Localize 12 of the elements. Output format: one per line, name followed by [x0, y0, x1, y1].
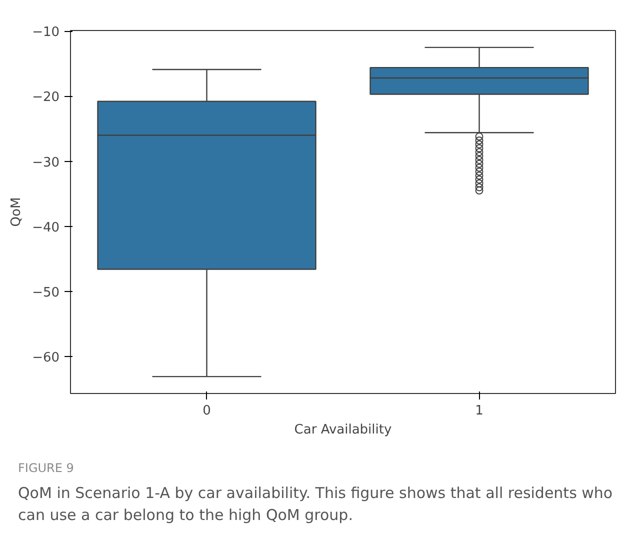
- x-tick-label: 1: [475, 404, 484, 418]
- y-axis-title: QoM: [9, 197, 24, 227]
- y-tick-label: −20: [32, 90, 60, 106]
- text: QoM in Scenario 1-A by car availability. This figure shows that all residents who can use a car belong to the high QoM group.: [18, 483, 614, 526]
- caption: FIGURE 9: [18, 460, 74, 477]
- y-tick-label: −60: [32, 350, 60, 366]
- y-tick-label: −30: [32, 155, 60, 170]
- x-tick-label: 0: [202, 404, 211, 418]
- y-tick-label: −40: [32, 220, 60, 236]
- y-tick-label: −50: [32, 285, 60, 300]
- y-tick-label: −10: [32, 25, 60, 40]
- x-axis-title: Car Availability: [294, 422, 392, 438]
